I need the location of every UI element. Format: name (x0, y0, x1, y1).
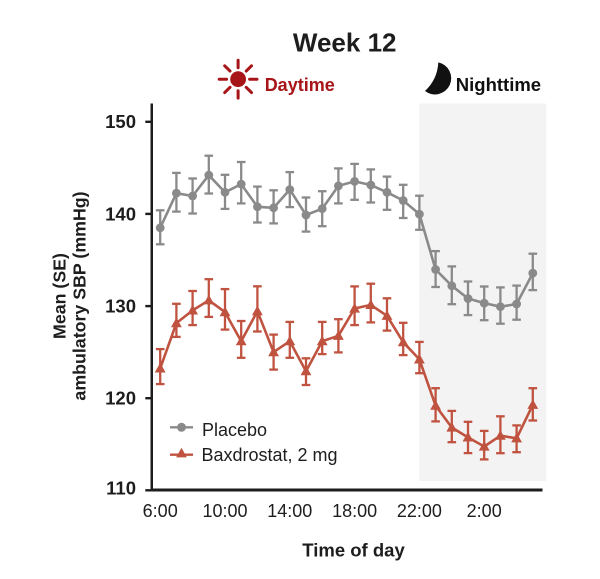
svg-text:Nighttime: Nighttime (456, 74, 541, 95)
svg-text:120: 120 (105, 388, 136, 409)
svg-text:150: 150 (105, 111, 136, 132)
svg-text:22:00: 22:00 (397, 501, 442, 521)
svg-text:Baxdrostat, 2 mg: Baxdrostat, 2 mg (202, 445, 338, 465)
svg-text:10:00: 10:00 (202, 501, 247, 521)
svg-text:140: 140 (105, 203, 136, 224)
svg-text:14:00: 14:00 (267, 501, 312, 521)
svg-text:Week 12: Week 12 (293, 27, 397, 57)
svg-text:18:00: 18:00 (332, 501, 377, 521)
svg-text:Time of day: Time of day (302, 540, 405, 561)
svg-text:ambulatory SBP (mmHg): ambulatory SBP (mmHg) (70, 191, 90, 400)
svg-text:6:00: 6:00 (143, 501, 178, 521)
svg-text:130: 130 (105, 296, 136, 317)
svg-text:Mean (SE): Mean (SE) (50, 253, 70, 339)
svg-text:Daytime: Daytime (265, 75, 335, 95)
svg-text:Placebo: Placebo (202, 420, 267, 440)
svg-text:2:00: 2:00 (467, 501, 502, 521)
svg-text:110: 110 (106, 477, 136, 498)
